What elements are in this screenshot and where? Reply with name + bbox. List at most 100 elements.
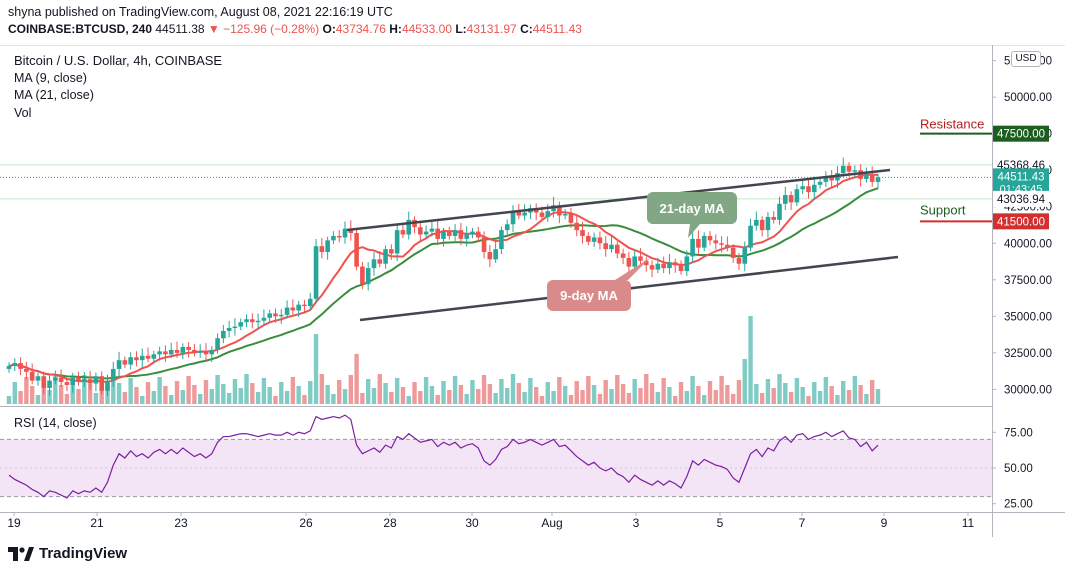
volume-bar [441,381,446,404]
candle-body [667,262,672,269]
ma21-callout-text: 21-day MA [659,201,725,216]
candle-body [70,377,76,386]
volume-bar [829,386,834,404]
published-line: shyna published on TradingView.com, Augu… [8,5,393,19]
volume-bar [64,394,70,404]
volume-bar [673,396,678,404]
volume-bar [348,375,354,404]
candle-body [18,363,23,369]
candle-body [418,227,423,235]
candle-body [730,247,736,258]
candle-body [296,304,301,311]
volume-bar [562,386,568,404]
volume-bar [458,385,464,404]
volume-bar [197,394,203,404]
volume-bar [238,388,243,404]
volume-bar [53,376,58,404]
time-axis-line [0,512,1065,513]
volume-bar [290,377,296,404]
volume-bar [116,383,122,404]
tradingview-brand[interactable]: TradingView [8,545,127,562]
time-tick-label: 11 [962,516,975,530]
candle-body [226,328,232,331]
high-label: H: [389,22,402,36]
volume-bar [661,378,666,404]
legend-ma21[interactable]: MA (21, close) [14,88,94,102]
candle-body [273,313,278,317]
volume-bar [87,384,93,404]
volume-bar [678,382,684,404]
candle-body [325,240,330,253]
volume-bar [812,382,817,404]
candle-body [568,214,574,223]
candle-body [174,349,180,353]
volume-bar [864,394,869,404]
candle-body [620,253,626,258]
volume-bar [649,383,655,404]
candle-body [632,256,637,267]
volume-bar [371,388,377,404]
volume-bar [736,380,742,404]
candle-body [197,351,203,353]
candle-body [591,237,597,242]
candle-body [99,376,104,391]
volume-bar [47,390,52,404]
candle-body [406,219,412,235]
volume-bar [516,383,522,404]
candle-body [302,304,307,307]
volume-bar [29,386,35,404]
candle-body [429,228,435,232]
candle-body [713,240,719,244]
volume-bar [759,393,765,404]
candle-body [394,230,400,254]
candle-body [684,256,690,272]
pane-separator [0,406,992,407]
candle-body [823,176,829,182]
candle-body [441,231,446,239]
legend-ma9[interactable]: MA (9, close) [14,70,87,85]
candle-body [539,212,545,217]
volume-bar [806,396,811,404]
volume-bar [180,390,185,404]
volume-bar [476,389,481,404]
candle-body [232,326,238,329]
rsi-tick-label: 50.00 [1004,463,1033,475]
channel-upper-line [346,168,891,232]
candle-body [754,219,759,226]
rsi-legend[interactable]: RSI (14, close) [14,416,97,430]
volume-bar [470,380,475,404]
legend-volume[interactable]: Vol [14,105,32,120]
time-tick-label: 26 [299,516,313,530]
volume-bar [226,393,232,404]
candle-body [678,265,684,272]
candle-body [284,307,290,315]
volume-bar [418,391,423,404]
volume-bar [18,391,23,404]
time-tick-label: 30 [465,516,479,530]
candle-body [134,357,139,361]
candle-body [336,235,342,238]
volume-bar [783,383,788,404]
volume-bar [302,395,307,404]
volume-bar [794,378,800,404]
candle-body [475,231,481,238]
candle-body [522,212,527,216]
candle-body [313,246,319,299]
volume-bar [870,380,875,404]
candle-body [777,203,782,220]
time-tick-label: 23 [174,516,188,530]
chart-title: Bitcoin / U.S. Dollar, 4h, COINBASE [14,53,223,68]
time-tick-label: 3 [633,516,640,530]
volume-bar [267,387,272,404]
top-border [0,45,1065,46]
candle-body [319,246,325,253]
candle-body [186,347,191,350]
price-tick-label: 35000.00 [1004,311,1052,323]
last-price-label-bg [993,168,1049,195]
candle-body [215,338,220,350]
candle-body [168,349,174,355]
candle-body [516,211,522,216]
currency-button[interactable]: USD [1011,51,1041,67]
volume-bar [510,374,516,404]
volume-bar [447,390,452,404]
